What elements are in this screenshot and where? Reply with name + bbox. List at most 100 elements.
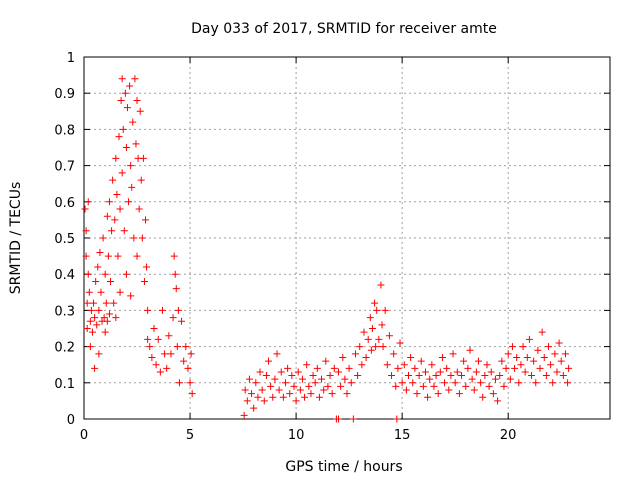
data-point [523,353,531,361]
data-point [294,368,302,376]
y-tick-label: 0.9 [54,87,75,102]
data-point [84,270,92,278]
data-point [167,350,175,358]
y-tick-label: 0.8 [54,123,75,138]
data-point [371,299,379,307]
data-point [271,375,279,383]
data-point [485,382,493,390]
data-point [82,252,90,260]
data-point [156,368,164,376]
data-point [111,216,119,224]
data-point [362,353,370,361]
data-point [462,382,470,390]
data-point [104,252,112,260]
data-point [379,343,387,351]
data-point [256,368,264,376]
data-point [298,375,306,383]
data-point [169,314,177,322]
data-point [458,372,466,380]
data-point [335,368,343,376]
data-point [349,415,357,423]
data-point [398,379,406,387]
data-point [519,343,527,351]
data-point [481,372,489,380]
data-point [547,361,555,369]
data-point [441,379,449,387]
data-point [426,375,434,383]
y-tick-label: 0.3 [54,304,75,319]
data-point [186,379,194,387]
data-point [555,339,563,347]
data-point [496,372,504,380]
data-point [154,335,162,343]
data-point [170,252,178,260]
data-point [330,364,338,372]
data-point [250,404,258,412]
data-point [443,364,451,372]
y-tick-label: 0.7 [54,160,75,175]
data-point [87,306,95,314]
data-point [171,270,179,278]
data-point [360,328,368,336]
data-point [116,205,124,213]
data-point [475,357,482,365]
data-point [122,270,130,278]
data-point [415,372,423,380]
data-point [150,325,158,332]
data-point [243,397,251,405]
data-point [117,96,125,104]
data-point [284,364,292,372]
data-point [447,372,455,380]
data-point [400,361,408,369]
data-point [129,118,137,126]
data-point [419,382,427,390]
data-point [356,343,364,351]
x-axis-label: GPS time / hours [285,459,402,475]
data-point [88,328,96,336]
data-point [165,332,173,340]
data-point [354,372,362,380]
x-tick-label: 20 [500,428,517,443]
y-tick-label: 0 [67,413,75,428]
data-point [140,277,148,285]
data-point [180,357,188,365]
data-point [339,353,347,361]
y-tick-label: 0.5 [54,232,75,247]
data-point [341,375,349,383]
data-point [394,364,402,372]
data-point [445,386,453,394]
data-point [95,306,103,314]
data-point [375,335,383,343]
data-point [118,75,126,83]
data-point [114,252,122,260]
data-point [392,382,400,390]
data-point [91,314,99,322]
data-point [540,353,548,361]
data-point [551,350,559,358]
data-point [532,379,540,387]
data-point [301,393,309,401]
data-point [248,390,256,398]
data-point [99,234,107,242]
data-point [144,335,152,343]
data-point [405,372,413,380]
data-point [184,364,192,372]
data-point [109,176,117,184]
data-point [366,314,374,322]
data-point [281,379,289,387]
data-point [430,382,438,390]
data-point [103,317,111,325]
data-point [381,306,389,314]
data-point [143,263,151,271]
data-point [513,353,521,361]
data-point [305,382,313,390]
data-point [393,415,401,423]
data-point [94,263,102,271]
data-point [138,234,146,242]
data-point [290,382,298,390]
data-point [81,205,89,213]
data-point [123,104,131,112]
x-tick-label: 5 [186,428,194,443]
data-point [174,306,182,314]
